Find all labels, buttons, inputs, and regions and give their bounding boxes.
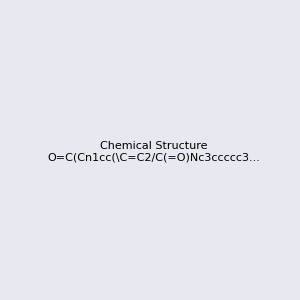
Text: Chemical Structure
O=C(Cn1cc(\C=C2/C(=O)Nc3ccccc3...: Chemical Structure O=C(Cn1cc(\C=C2/C(=O)… xyxy=(47,141,260,162)
